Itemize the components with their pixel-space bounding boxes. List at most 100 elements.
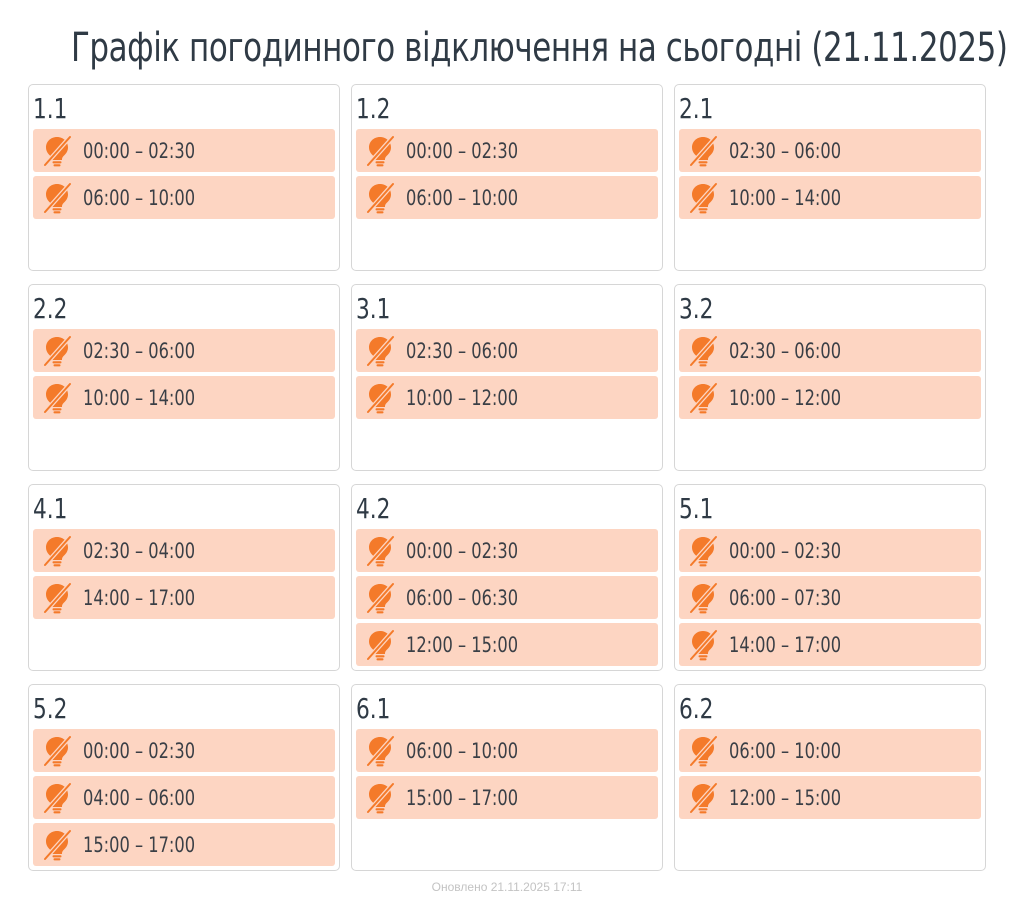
group-card: 1.2 00:00 – 02:30 06:00 – 10:00 [351,84,663,271]
slot-list: 02:30 – 06:00 10:00 – 14:00 [679,129,981,219]
slot-time: 06:00 – 10:00 [406,185,519,210]
slot-time: 14:00 – 17:00 [83,585,196,610]
outage-slot: 00:00 – 02:30 [33,129,335,172]
group-name: 5.1 [679,492,714,525]
outage-slot: 06:00 – 07:30 [679,576,981,619]
slot-time: 10:00 – 12:00 [406,385,519,410]
outage-slot: 00:00 – 02:30 [679,529,981,572]
group-card: 4.1 02:30 – 04:00 14:00 – 17:00 [28,484,340,671]
lightbulb-off-icon [364,134,396,167]
group-name: 2.1 [679,92,714,125]
lightbulb-off-icon [364,181,396,214]
group-card: 3.1 02:30 – 06:00 10:00 – 12:00 [351,284,663,471]
lightbulb-off-icon [364,334,396,367]
outage-slot: 04:00 – 06:00 [33,776,335,819]
slot-time: 06:00 – 06:30 [406,585,519,610]
outage-slot: 10:00 – 12:00 [679,376,981,419]
slot-time: 00:00 – 02:30 [729,538,842,563]
group-name: 5.2 [33,692,68,725]
slot-time: 10:00 – 14:00 [83,385,196,410]
lightbulb-off-icon [687,734,719,767]
slot-time: 12:00 – 15:00 [729,785,842,810]
slot-time: 02:30 – 04:00 [83,538,196,563]
lightbulb-off-icon [41,828,73,861]
slot-list: 06:00 – 10:00 12:00 – 15:00 [679,729,981,819]
outage-slot: 10:00 – 14:00 [33,376,335,419]
group-name: 3.2 [679,292,714,325]
outage-slot: 00:00 – 02:30 [33,729,335,772]
lightbulb-off-icon [41,781,73,814]
lightbulb-off-icon [364,781,396,814]
lightbulb-off-icon [687,581,719,614]
slot-list: 02:30 – 06:00 10:00 – 12:00 [356,329,658,419]
lightbulb-off-icon [364,534,396,567]
slot-list: 00:00 – 02:30 06:00 – 10:00 [356,129,658,219]
slot-time: 06:00 – 10:00 [729,738,842,763]
group-name: 4.2 [356,492,391,525]
outage-slot: 06:00 – 10:00 [33,176,335,219]
group-name: 6.2 [679,692,714,725]
lightbulb-off-icon [687,134,719,167]
lightbulb-off-icon [364,628,396,661]
lightbulb-off-icon [687,181,719,214]
group-name: 1.1 [33,92,68,125]
outage-slot: 02:30 – 04:00 [33,529,335,572]
outage-slot: 06:00 – 10:00 [679,729,981,772]
slot-list: 02:30 – 06:00 10:00 – 14:00 [33,329,335,419]
slot-time: 02:30 – 06:00 [83,338,196,363]
outage-slot: 02:30 – 06:00 [33,329,335,372]
groups-grid: 1.1 00:00 – 02:30 06:00 – 10:00 1.2 [28,84,986,871]
slot-time: 06:00 – 10:00 [406,738,519,763]
slot-time: 00:00 – 02:30 [406,138,519,163]
group-name: 6.1 [356,692,391,725]
lightbulb-off-icon [687,381,719,414]
lightbulb-off-icon [364,734,396,767]
slot-time: 02:30 – 06:00 [729,338,842,363]
slot-list: 00:00 – 02:30 06:00 – 10:00 [33,129,335,219]
group-card: 3.2 02:30 – 06:00 10:00 – 12:00 [674,284,986,471]
slot-time: 00:00 – 02:30 [83,138,196,163]
page-title: Графік погодинного відключення на сьогод… [70,25,1008,71]
outage-slot: 15:00 – 17:00 [356,776,658,819]
outage-slot: 06:00 – 06:30 [356,576,658,619]
group-name: 3.1 [356,292,391,325]
lightbulb-off-icon [41,534,73,567]
group-card: 2.2 02:30 – 06:00 10:00 – 14:00 [28,284,340,471]
outage-slot: 10:00 – 12:00 [356,376,658,419]
slot-time: 14:00 – 17:00 [729,632,842,657]
slot-time: 00:00 – 02:30 [83,738,196,763]
lightbulb-off-icon [41,381,73,414]
outage-slot: 15:00 – 17:00 [33,823,335,866]
lightbulb-off-icon [41,181,73,214]
outage-slot: 00:00 – 02:30 [356,529,658,572]
slot-list: 02:30 – 06:00 10:00 – 12:00 [679,329,981,419]
group-card: 6.2 06:00 – 10:00 12:00 – 15:00 [674,684,986,871]
slot-time: 10:00 – 12:00 [729,385,842,410]
lightbulb-off-icon [41,334,73,367]
outage-slot: 02:30 – 06:00 [356,329,658,372]
outage-slot: 14:00 – 17:00 [33,576,335,619]
lightbulb-off-icon [364,581,396,614]
slot-list: 00:00 – 02:30 06:00 – 06:30 12:00 – 15:0… [356,529,658,666]
slot-list: 06:00 – 10:00 15:00 – 17:00 [356,729,658,819]
slot-time: 02:30 – 06:00 [729,138,842,163]
group-name: 4.1 [33,492,68,525]
lightbulb-off-icon [41,734,73,767]
group-card: 2.1 02:30 – 06:00 10:00 – 14:00 [674,84,986,271]
outage-slot: 12:00 – 15:00 [356,623,658,666]
group-card: 1.1 00:00 – 02:30 06:00 – 10:00 [28,84,340,271]
slot-time: 06:00 – 10:00 [83,185,196,210]
group-card: 4.2 00:00 – 02:30 06:00 – 06:30 [351,484,663,671]
group-card: 5.2 00:00 – 02:30 04:00 – 06:00 [28,684,340,871]
slot-list: 02:30 – 04:00 14:00 – 17:00 [33,529,335,619]
slot-time: 06:00 – 07:30 [729,585,842,610]
slot-list: 00:00 – 02:30 06:00 – 07:30 14:00 – 17:0… [679,529,981,666]
outage-slot: 14:00 – 17:00 [679,623,981,666]
group-card: 6.1 06:00 – 10:00 15:00 – 17:00 [351,684,663,871]
lightbulb-off-icon [687,534,719,567]
slot-time: 04:00 – 06:00 [83,785,196,810]
group-name: 1.2 [356,92,391,125]
group-card: 5.1 00:00 – 02:30 06:00 – 07:30 [674,484,986,671]
lightbulb-off-icon [687,781,719,814]
slot-time: 15:00 – 17:00 [406,785,519,810]
